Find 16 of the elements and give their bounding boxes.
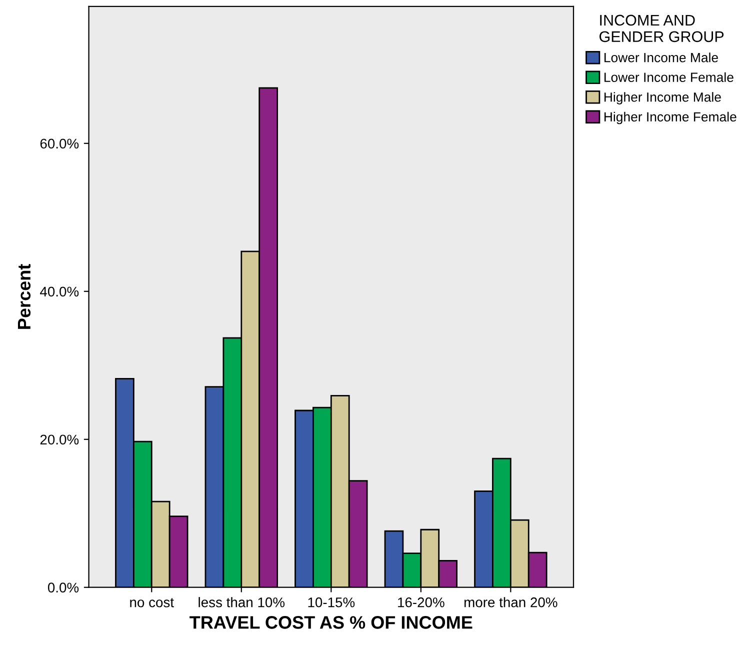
x-tick-label: more than 20% [464,597,558,608]
legend-label: Lower Income Female [604,72,734,82]
x-tick-label: no cost [130,598,174,608]
legend-title: INCOME AND GENDER GROUP [600,14,724,42]
x-tick-label: 16-20% [398,597,444,608]
y-tick-label: 0.0% [48,582,79,593]
legend-label: Higher Income Female [604,112,736,124]
x-tick-label: 10-15% [308,597,355,608]
legend-label: Lower Income Male [604,52,718,62]
x-axis-title: TRAVEL COST AS % OF INCOME [190,616,472,629]
y-tick-label: 40.0% [40,286,79,297]
y-tick-label: 20.0% [40,434,79,445]
y-tick-label: 60.0% [40,138,79,149]
x-tick-label: less than 10% [198,597,285,608]
y-axis-title: Percent [18,264,31,329]
legend-label: Higher Income Male [604,92,721,104]
